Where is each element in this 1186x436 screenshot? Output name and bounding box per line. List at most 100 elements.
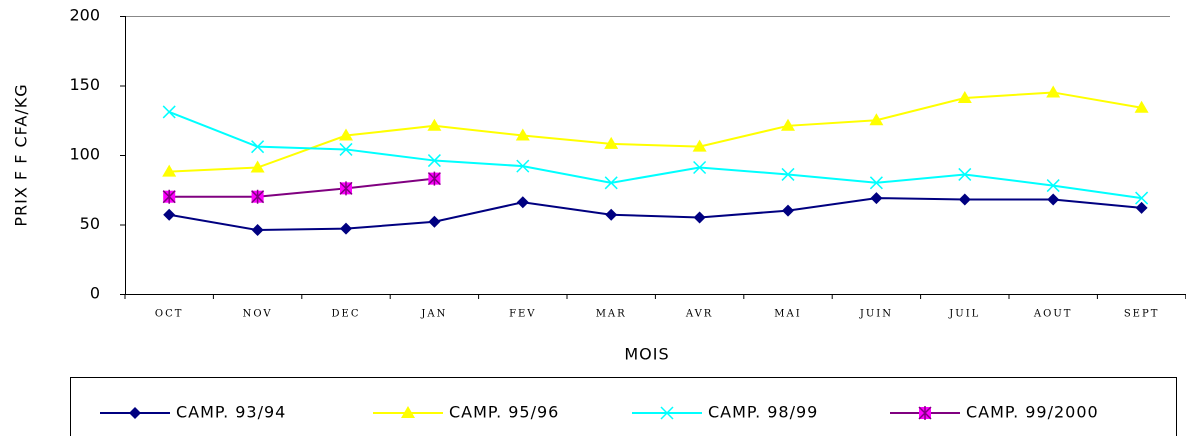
x-tick-label: NOV (243, 309, 273, 320)
marker (129, 407, 141, 419)
marker-part (427, 118, 442, 131)
marker (339, 181, 353, 196)
x-tick-label: SEPT (1124, 309, 1160, 320)
marker-part (516, 159, 530, 173)
marker (516, 159, 530, 173)
marker-part (870, 192, 883, 205)
marker-part (427, 171, 441, 186)
marker-part (869, 113, 884, 126)
legend-label: CAMP. 95/96 (449, 403, 559, 422)
marker (427, 118, 442, 131)
marker-part (162, 105, 176, 119)
marker (339, 128, 353, 141)
marker-part (401, 406, 415, 418)
y-tick-label: 200 (69, 6, 100, 25)
series-line (168, 110, 1142, 200)
marker (1046, 179, 1060, 193)
marker (869, 176, 883, 190)
x-tick-label: JUIN (859, 309, 893, 320)
marker (1046, 85, 1061, 98)
x-tick-label: JAN (420, 309, 447, 320)
x-tick-label: AVR (685, 309, 713, 320)
x-tick-label: DEC (332, 309, 361, 320)
marker (604, 176, 618, 190)
marker-part (781, 118, 795, 131)
marker-part (516, 196, 529, 209)
marker-part (163, 208, 176, 221)
marker-part (605, 208, 618, 221)
marker-part (604, 136, 619, 149)
marker (693, 160, 707, 175)
marker (870, 192, 883, 205)
marker-part (1134, 100, 1149, 113)
marker-part (692, 139, 707, 152)
marker-part (162, 189, 176, 204)
x-tick-label: MAI (774, 309, 801, 320)
marker (693, 211, 706, 224)
marker-part (515, 128, 530, 141)
marker (251, 140, 265, 154)
marker-part (869, 176, 883, 190)
marker (781, 118, 795, 131)
marker (251, 189, 265, 204)
marker (782, 204, 794, 217)
series-line (169, 177, 435, 198)
y-tick-label: 0 (90, 284, 100, 303)
marker (692, 139, 707, 152)
marker (515, 128, 530, 141)
marker (605, 208, 618, 221)
marker (957, 91, 972, 104)
marker-part (427, 154, 441, 168)
marker-part (129, 407, 141, 419)
marker-part (251, 140, 265, 154)
marker-part (782, 204, 794, 217)
marker-part (781, 167, 795, 181)
marker (604, 136, 619, 149)
marker-part (693, 211, 706, 224)
y-tick-label: 100 (69, 145, 100, 164)
y-axis-label: PRIX F F CFA/KG (12, 83, 31, 226)
marker (162, 164, 177, 177)
marker-part (1046, 179, 1060, 193)
marker (163, 208, 176, 221)
marker-part (251, 224, 264, 237)
x-tick-label: MAR (596, 309, 627, 320)
marker-part (250, 160, 265, 173)
marker-part (1047, 193, 1060, 206)
marker-part (162, 164, 177, 177)
legend-label: CAMP. 99/2000 (966, 403, 1099, 422)
series-line (169, 91, 1142, 173)
marker (781, 167, 795, 181)
marker (660, 406, 674, 420)
marker-part (693, 160, 707, 175)
marker-part (958, 167, 972, 181)
y-tick-label: 50 (80, 214, 100, 233)
marker (401, 406, 415, 418)
x-tick-label: JUIL (948, 309, 980, 320)
marker-part (339, 128, 353, 141)
marker-part (918, 406, 932, 420)
legend-label: CAMP. 98/99 (708, 403, 818, 422)
marker-part (251, 189, 265, 204)
marker (340, 222, 352, 235)
x-tick-label: OCT (155, 309, 184, 320)
marker-part (660, 406, 674, 420)
marker (958, 193, 971, 206)
marker (428, 215, 441, 228)
marker (251, 224, 264, 237)
marker (427, 154, 441, 168)
marker-part (958, 193, 971, 206)
marker (162, 189, 176, 204)
marker-part (339, 181, 353, 196)
marker-part (339, 142, 353, 156)
x-tick-label: FEV (509, 309, 536, 320)
marker (516, 196, 529, 209)
marker (918, 406, 932, 420)
legend-label: CAMP. 93/94 (176, 403, 286, 422)
marker (1047, 193, 1060, 206)
x-tick-label: AOUT (1033, 309, 1073, 320)
x-axis-label: MOIS (624, 345, 669, 364)
marker-part (1046, 85, 1061, 98)
legend-box (70, 377, 1177, 436)
